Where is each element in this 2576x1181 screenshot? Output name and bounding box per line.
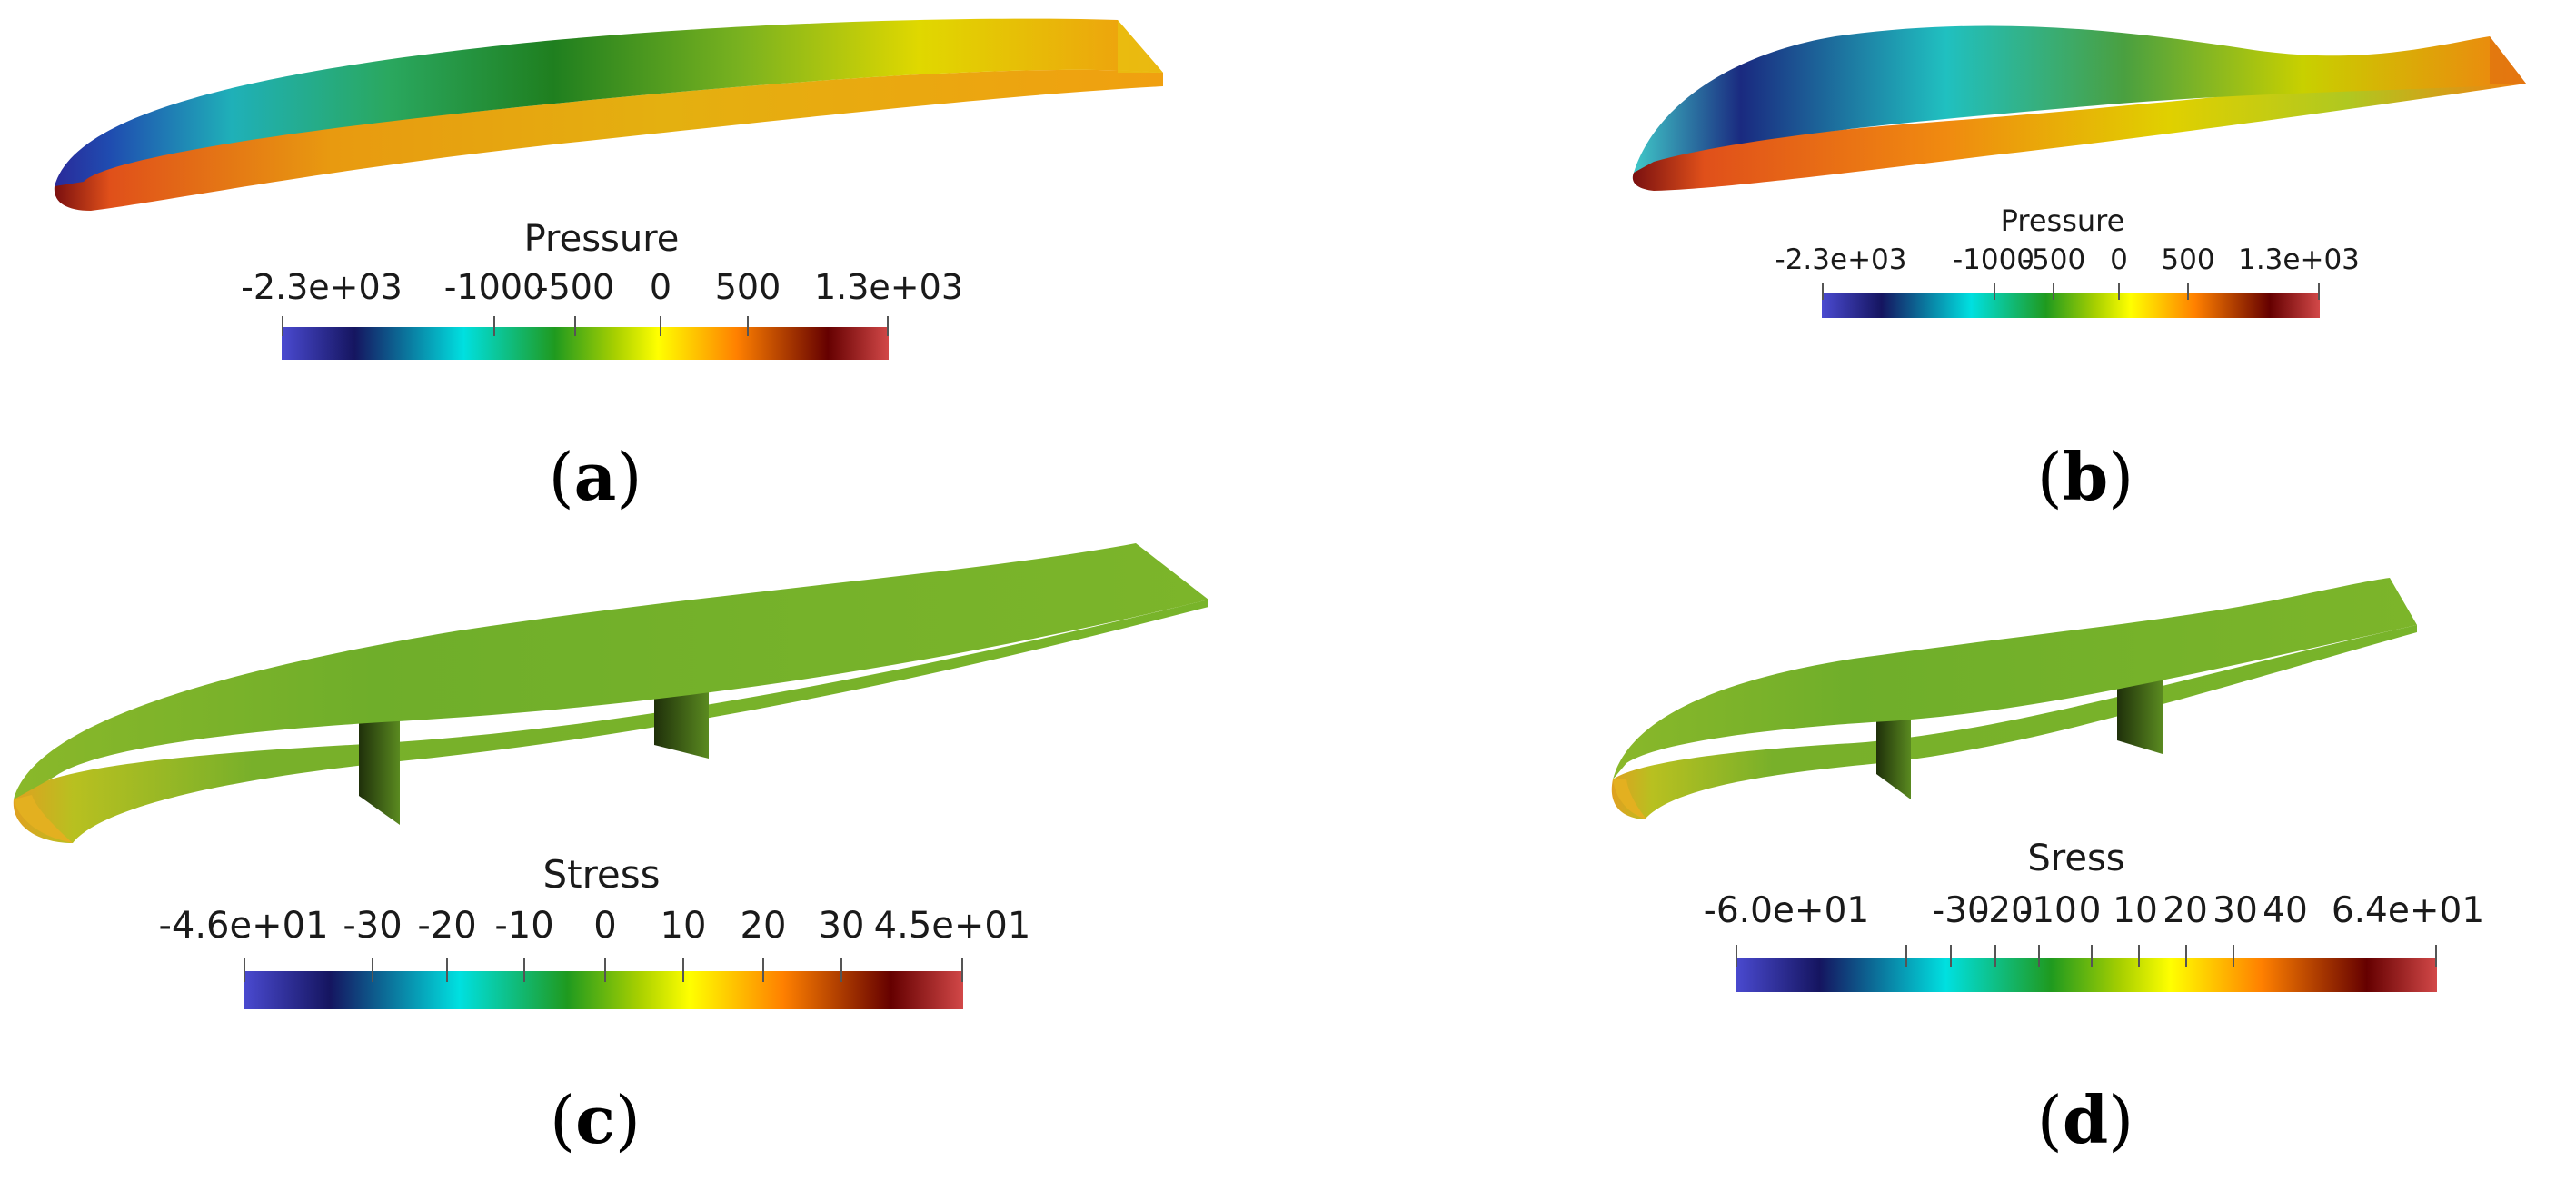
wingbox-stress-render (1611, 578, 2417, 819)
colorbar-tick-label: -500 (2021, 243, 2086, 276)
colorbar (1736, 945, 2437, 992)
colorbar-tick-label: -2.3e+03 (241, 267, 403, 307)
colorbar-title: Pressure (2000, 203, 2125, 238)
airfoil-pressure-render (1632, 25, 2526, 191)
colorbar-tick-label: -2.3e+03 (1775, 243, 1907, 276)
panel-a: Pressure -2.3e+03 -1000 -500 0 500 1.3e+… (0, 0, 1272, 590)
colorbar-tick-label: -10 (494, 905, 554, 947)
colorbar-tick-label: -4.6e+01 (158, 905, 329, 947)
panel-b: Pressure -2.3e+03 -1000 -500 0 500 1.3e+… (1290, 0, 2576, 590)
colorbar-tick-label: 500 (714, 267, 781, 307)
colorbar-title: Sress (2027, 838, 2125, 879)
colorbar-title: Stress (542, 852, 661, 897)
colorbar-tick-label: 0 (649, 267, 672, 307)
colorbar-tick-label: -30 (1932, 890, 1990, 931)
colorbar-tick-label: 10 (2113, 890, 2158, 931)
colorbar-tick-label: 30 (2213, 890, 2258, 931)
panel-label: (c) (549, 1081, 642, 1158)
colorbar-tick-label: 0 (2078, 890, 2102, 931)
colorbar-tick-label: 10 (660, 905, 707, 947)
colorbar-tick-label: 0 (2110, 243, 2128, 276)
panel-d: Sress -6.0e+01 -30 -20 -10 0 10 20 30 40… (1290, 536, 2576, 1181)
colorbar-tick-label: 1.3e+03 (813, 267, 964, 307)
airfoil-pressure-render (54, 18, 1163, 211)
colorbar-tick-label: 20 (2163, 890, 2208, 931)
colorbar-tick-label: 20 (740, 905, 787, 947)
colorbar-tick-label: 1.3e+03 (2238, 243, 2360, 276)
panel-label: (a) (548, 438, 642, 515)
colorbar-tick-label: -500 (535, 267, 615, 307)
colorbar-tick-label: 4.5e+01 (873, 905, 1031, 947)
colorbar-title: Pressure (523, 218, 680, 260)
colorbar-tick-label: -1000 (443, 267, 545, 307)
colorbar-tick-label: -20 (1975, 890, 2034, 931)
colorbar-tick-label: -6.0e+01 (1703, 890, 1870, 931)
colorbar (1822, 283, 2320, 318)
colorbar-tick-label: 30 (818, 905, 865, 947)
colorbar-tick-label: -30 (343, 905, 403, 947)
colorbar-tick-label: -1000 (1952, 243, 2035, 276)
panel-c: Stress -4.6e+01 -30 -20 -10 0 10 20 30 4… (0, 536, 1272, 1181)
colorbar (244, 958, 963, 1009)
wingbox-stress-render (13, 543, 1209, 843)
colorbar-tick-label: 0 (593, 905, 617, 947)
colorbar-tick-label: 6.4e+01 (2331, 890, 2485, 931)
colorbar-tick-label: -20 (417, 905, 477, 947)
colorbar-tick-label: -10 (2019, 890, 2077, 931)
colorbar-tick-label: 40 (2263, 890, 2308, 931)
colorbar (282, 316, 889, 360)
panel-label: (b) (2036, 438, 2134, 515)
colorbar-tick-label: 500 (2161, 243, 2215, 276)
panel-label: (d) (2036, 1081, 2134, 1158)
